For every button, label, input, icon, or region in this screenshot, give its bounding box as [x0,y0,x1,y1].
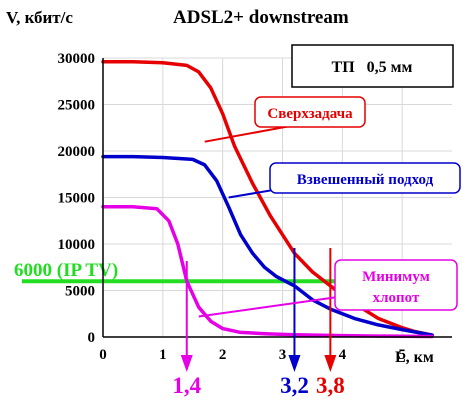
y-tick-label: 10000 [58,237,96,253]
y-tick-label: 30000 [58,51,96,67]
y-tick-label: 0 [88,330,96,346]
y-tick-label: 25000 [58,98,96,114]
x-axis-label: L, км [395,349,434,366]
callout-box [254,96,366,128]
marker-arrowhead [288,355,301,372]
chart-title: ADSL2+ downstream [173,7,349,28]
note-box-text: ТП 0,5 мм [332,59,413,76]
x-tick-label: 5 [398,347,406,363]
marker-arrowhead [180,355,193,372]
x-tick-label: 1 [159,347,167,363]
y-tick-label: 5000 [65,284,95,300]
marker-label: 3,8 [316,373,345,398]
marker-arrowhead [324,355,337,372]
marker-label: 3,2 [280,373,309,398]
x-tick-label: 2 [219,347,227,363]
callout-box [269,162,461,194]
callout-text: Минимум [362,269,430,285]
callout-text: Взвешенный подход [297,172,434,188]
marker-label: 1,4 [172,373,201,398]
x-tick-label: 4 [339,347,347,363]
x-tick-label: 0 [99,347,107,363]
x-tick-label: 3 [279,347,287,363]
series-line-0 [101,59,434,337]
note-box [291,44,454,88]
y-tick-label: 20000 [58,144,96,160]
series-line-2 [101,205,434,339]
callout-box [334,259,458,311]
y-axis-label: V, кбит/с [6,8,73,27]
series-line-1 [101,154,434,337]
callout-text: хлопот [373,290,420,306]
callout-text: Сверхзадача [267,106,353,122]
callout-pointer [198,295,346,318]
y-tick-label: 15000 [58,191,96,207]
threshold-label: 6000 (IP TV) [14,260,118,281]
